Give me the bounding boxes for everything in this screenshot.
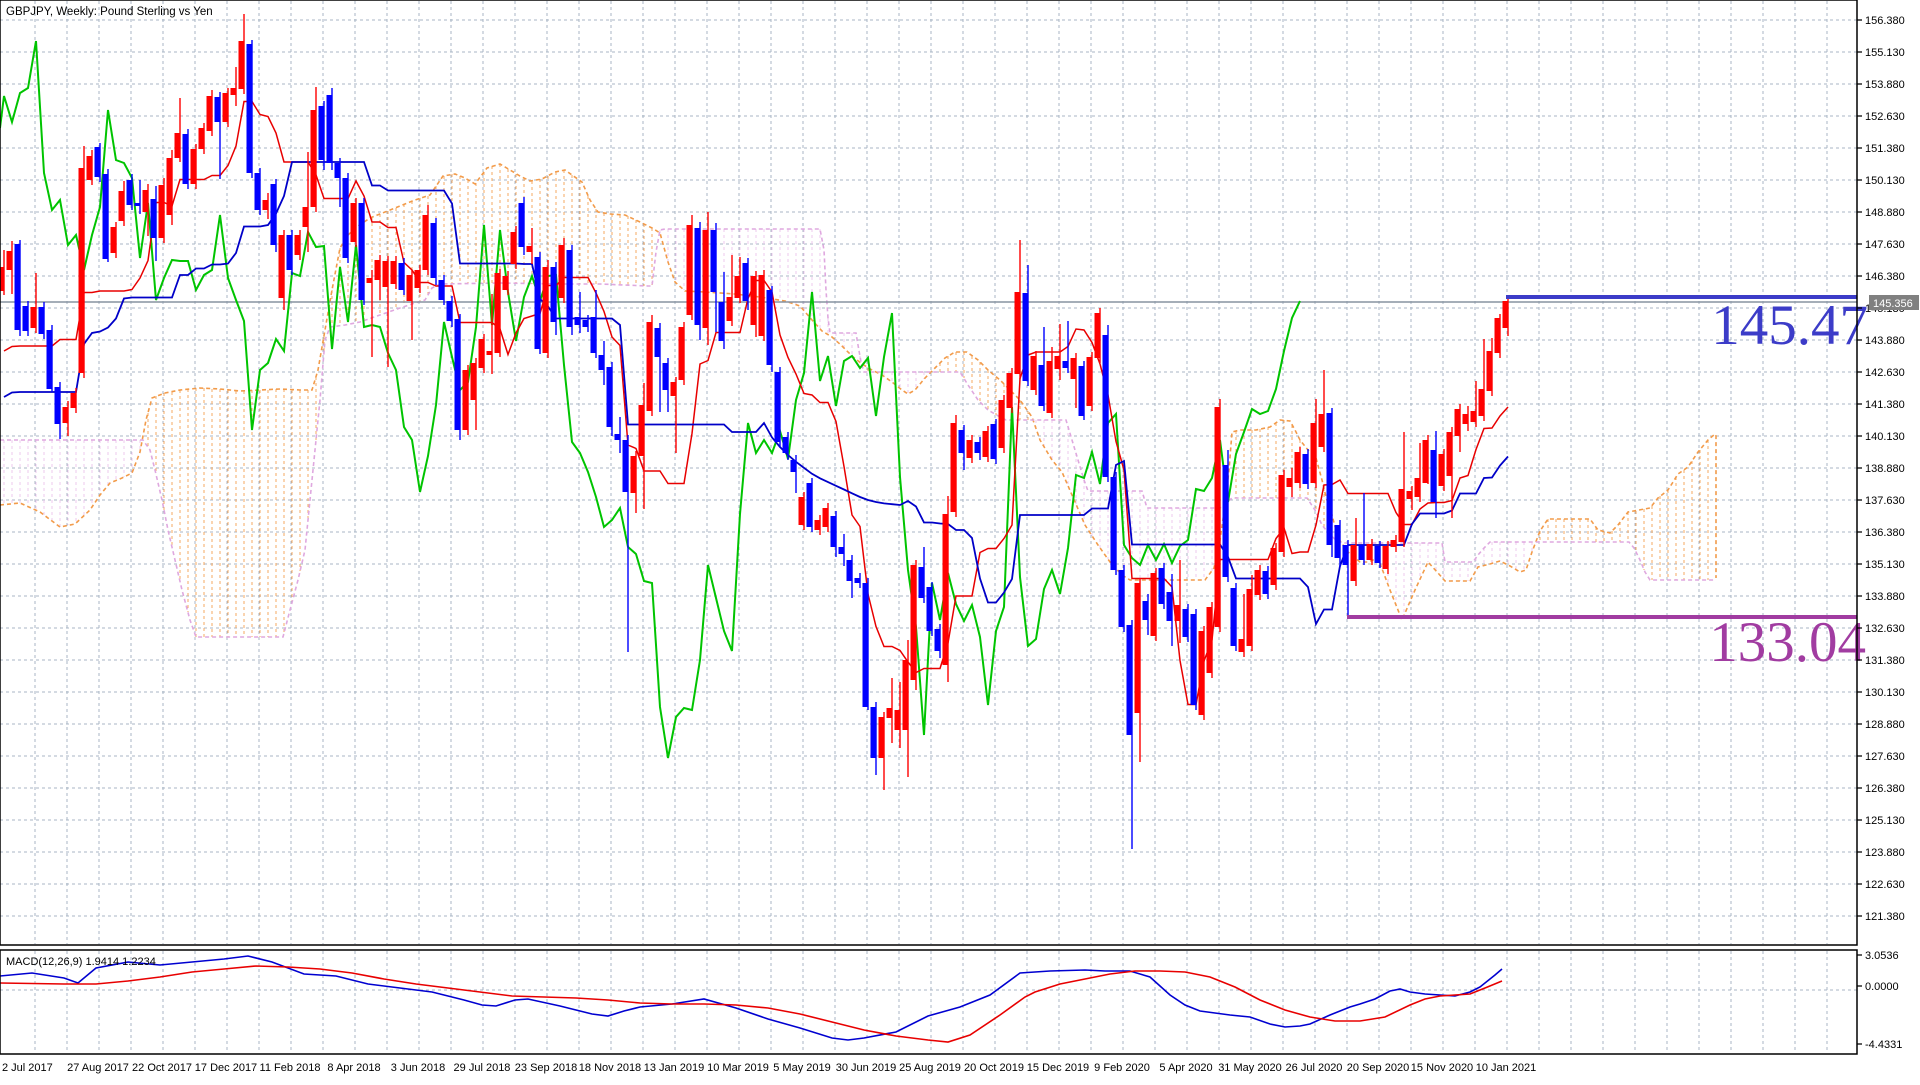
svg-text:29 Jul 2018: 29 Jul 2018 <box>454 1062 511 1074</box>
svg-text:0.0000: 0.0000 <box>1865 981 1899 993</box>
svg-text:156.380: 156.380 <box>1865 15 1905 27</box>
svg-text:153.880: 153.880 <box>1865 79 1905 91</box>
svg-text:31 May 2020: 31 May 2020 <box>1218 1062 1282 1074</box>
svg-text:13 Jan 2019: 13 Jan 2019 <box>644 1062 705 1074</box>
svg-text:23 Sep 2018: 23 Sep 2018 <box>515 1062 577 1074</box>
svg-text:3.0536: 3.0536 <box>1865 950 1899 962</box>
svg-text:126.380: 126.380 <box>1865 783 1905 795</box>
svg-text:151.380: 151.380 <box>1865 143 1905 155</box>
svg-text:133.880: 133.880 <box>1865 591 1905 603</box>
svg-text:131.380: 131.380 <box>1865 655 1905 667</box>
svg-text:143.880: 143.880 <box>1865 335 1905 347</box>
svg-text:121.380: 121.380 <box>1865 911 1905 923</box>
svg-text:15 Dec 2019: 15 Dec 2019 <box>1027 1062 1089 1074</box>
svg-text:123.880: 123.880 <box>1865 847 1905 859</box>
svg-text:2 Jul 2017: 2 Jul 2017 <box>2 1062 53 1074</box>
svg-text:-4.4331: -4.4331 <box>1865 1039 1902 1051</box>
svg-text:10 Jan 2021: 10 Jan 2021 <box>1476 1062 1537 1074</box>
svg-text:150.130: 150.130 <box>1865 175 1905 187</box>
svg-text:11 Feb 2018: 11 Feb 2018 <box>260 1062 321 1074</box>
svg-text:140.130: 140.130 <box>1865 431 1905 443</box>
svg-text:142.630: 142.630 <box>1865 367 1905 379</box>
svg-text:135.130: 135.130 <box>1865 559 1905 571</box>
svg-text:30 Jun 2019: 30 Jun 2019 <box>836 1062 897 1074</box>
svg-text:3 Jun 2018: 3 Jun 2018 <box>391 1062 445 1074</box>
svg-text:141.380: 141.380 <box>1865 399 1905 411</box>
svg-text:128.880: 128.880 <box>1865 719 1905 731</box>
svg-text:127.630: 127.630 <box>1865 751 1905 763</box>
svg-text:125.130: 125.130 <box>1865 815 1905 827</box>
svg-text:145.356: 145.356 <box>1873 298 1913 310</box>
svg-text:27 Aug 2017: 27 Aug 2017 <box>67 1062 129 1074</box>
svg-text:145.47: 145.47 <box>1711 294 1868 357</box>
svg-text:155.130: 155.130 <box>1865 47 1905 59</box>
svg-text:136.380: 136.380 <box>1865 527 1905 539</box>
svg-text:20 Sep 2020: 20 Sep 2020 <box>1347 1062 1409 1074</box>
svg-text:GBPJPY, Weekly: Pound Sterlin: GBPJPY, Weekly: Pound Sterling vs Yen <box>6 6 213 18</box>
svg-text:26 Jul 2020: 26 Jul 2020 <box>1286 1062 1343 1074</box>
svg-text:MACD(12,26,9) 1.9414 1.2234: MACD(12,26,9) 1.9414 1.2234 <box>6 956 156 968</box>
svg-text:25 Aug 2019: 25 Aug 2019 <box>899 1062 961 1074</box>
svg-text:147.630: 147.630 <box>1865 239 1905 251</box>
svg-text:9 Feb 2020: 9 Feb 2020 <box>1094 1062 1150 1074</box>
svg-text:5 May 2019: 5 May 2019 <box>773 1062 830 1074</box>
svg-text:15 Nov 2020: 15 Nov 2020 <box>1411 1062 1473 1074</box>
svg-text:137.630: 137.630 <box>1865 495 1905 507</box>
svg-text:130.130: 130.130 <box>1865 687 1905 699</box>
svg-text:20 Oct 2019: 20 Oct 2019 <box>964 1062 1024 1074</box>
svg-text:132.630: 132.630 <box>1865 623 1905 635</box>
svg-text:17 Dec 2017: 17 Dec 2017 <box>195 1062 257 1074</box>
svg-text:8 Apr 2018: 8 Apr 2018 <box>327 1062 380 1074</box>
svg-text:18 Nov 2018: 18 Nov 2018 <box>579 1062 641 1074</box>
svg-text:148.880: 148.880 <box>1865 207 1905 219</box>
svg-text:122.630: 122.630 <box>1865 879 1905 891</box>
svg-text:133.04: 133.04 <box>1709 611 1866 674</box>
svg-text:10 Mar 2019: 10 Mar 2019 <box>707 1062 769 1074</box>
svg-text:138.880: 138.880 <box>1865 463 1905 475</box>
svg-text:146.380: 146.380 <box>1865 271 1905 283</box>
svg-text:152.630: 152.630 <box>1865 111 1905 123</box>
svg-text:22 Oct 2017: 22 Oct 2017 <box>132 1062 192 1074</box>
svg-text:5 Apr 2020: 5 Apr 2020 <box>1159 1062 1212 1074</box>
